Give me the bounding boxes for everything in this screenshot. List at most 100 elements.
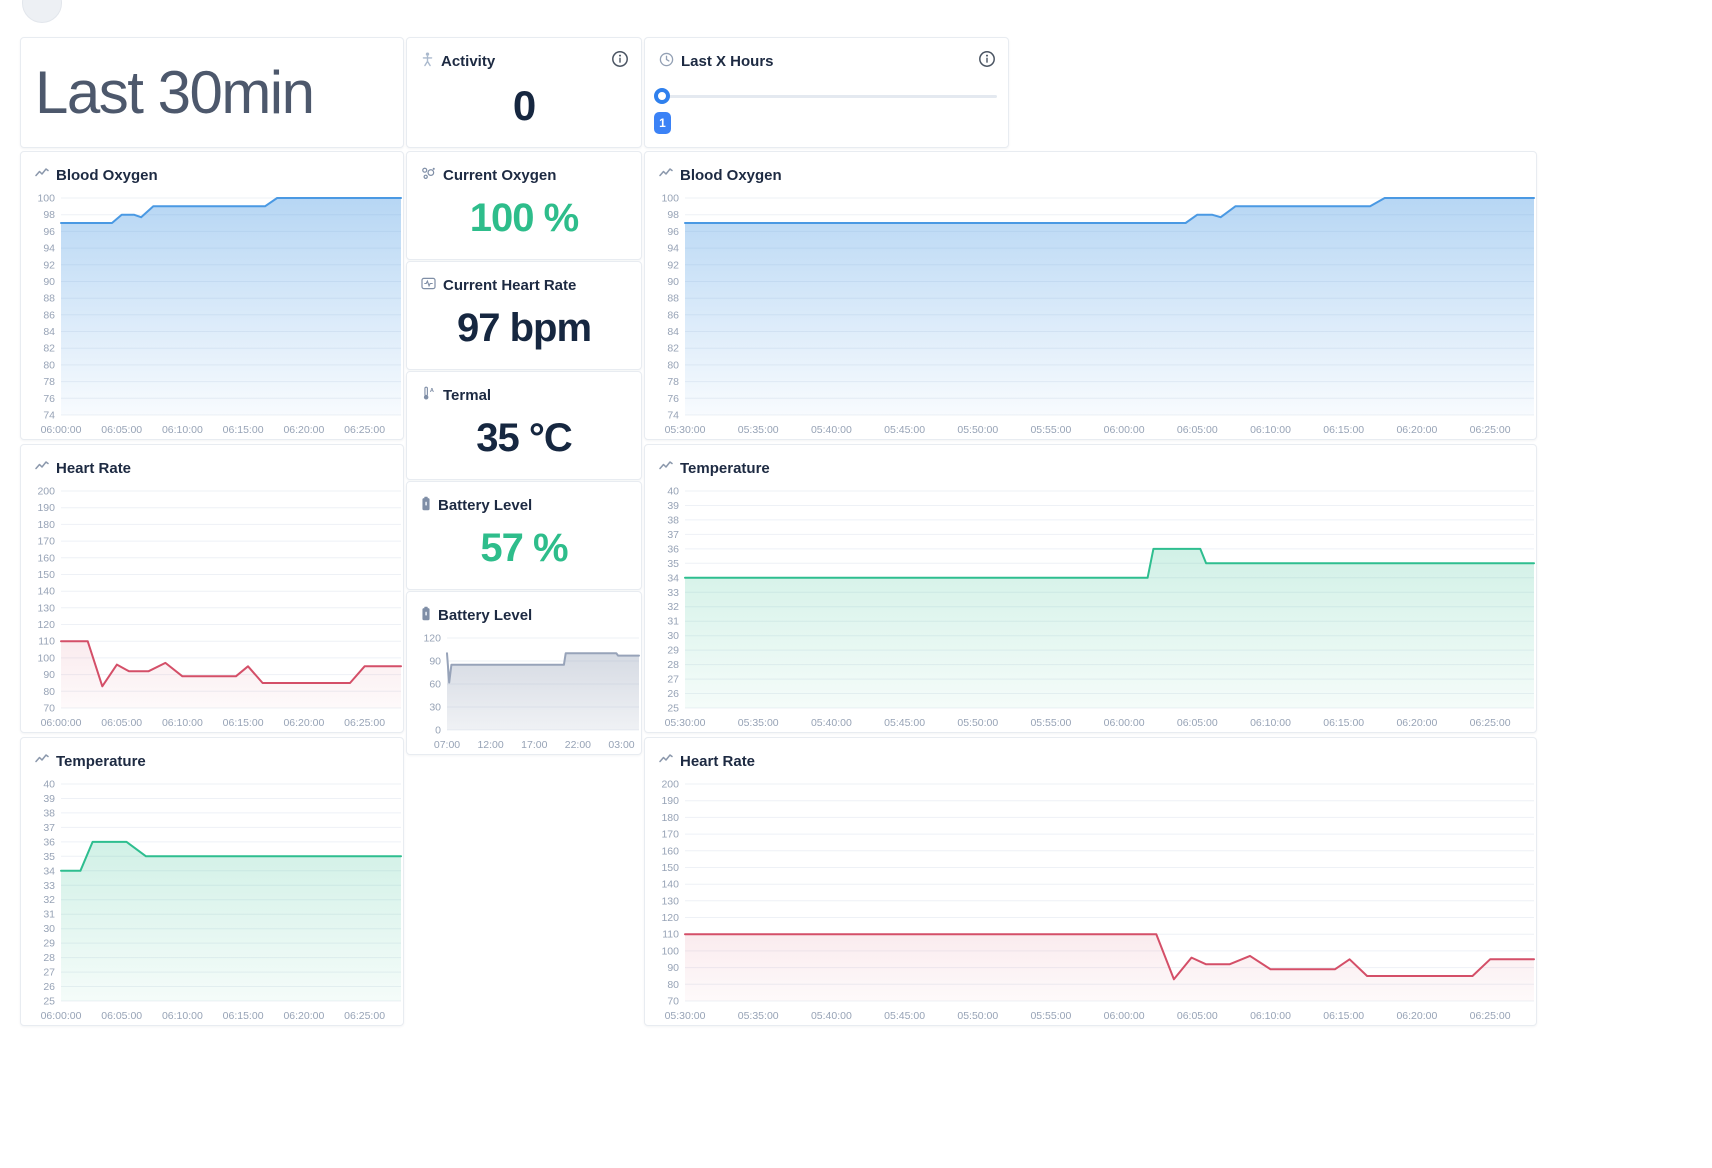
battery-level-value: 57 % [480, 526, 568, 570]
chart-title: Temperature [56, 752, 146, 770]
svg-text:06:05:00: 06:05:00 [1177, 424, 1218, 436]
svg-text:100: 100 [37, 652, 55, 664]
hours-slider-handle[interactable] [654, 88, 670, 104]
blood-oxygen-chart-30min-card: Blood Oxygen 100 98 96 94 92 90 88 86 84 82 80 78 76… [20, 151, 404, 440]
trend-line-icon [35, 752, 49, 770]
svg-text:190: 190 [661, 795, 679, 807]
chart-title: Temperature [680, 459, 770, 477]
svg-text:84: 84 [667, 326, 679, 338]
current-oxygen-value: 100 % [469, 196, 579, 240]
thermal-value: 35 °C [476, 416, 573, 460]
svg-text:150: 150 [37, 569, 55, 581]
chart-title: Heart Rate [56, 459, 132, 477]
hours-slider-track[interactable] [661, 95, 997, 98]
chart-title: Blood Oxygen [680, 166, 782, 184]
svg-text:06:00:00: 06:00:00 [1104, 1010, 1145, 1022]
heart-rate-chart-30min-card: Heart Rate 200 190 180 170 160 150 140 130 120 11… [20, 444, 404, 733]
stat-label: Battery Level [438, 496, 533, 514]
svg-text:170: 170 [37, 536, 55, 548]
heart-rate-chart-1h-card: Heart Rate 200 190 180 170 160 150 140 130 120 11… [644, 737, 1537, 1026]
svg-text:33: 33 [43, 880, 55, 892]
svg-text:120: 120 [37, 619, 55, 631]
oxygen-icon [421, 166, 436, 185]
svg-text:26: 26 [667, 688, 679, 700]
svg-text:60: 60 [429, 679, 441, 691]
battery-history-chart: 120 90 60 30 0 07:00 12:00 17:00 22:00 03:00 [407, 628, 641, 759]
svg-text:78: 78 [667, 376, 679, 388]
svg-text:98: 98 [667, 209, 679, 221]
svg-text:34: 34 [43, 865, 55, 877]
activity-value: 0 [512, 81, 536, 129]
svg-text:38: 38 [43, 807, 55, 819]
svg-text:06:05:00: 06:05:00 [1177, 1010, 1218, 1022]
svg-text:06:00:00: 06:00:00 [1104, 424, 1145, 436]
svg-text:05:55:00: 05:55:00 [1030, 717, 1071, 729]
svg-text:180: 180 [37, 519, 55, 531]
person-icon [421, 51, 434, 71]
blood-oxygen-chart-30min: 100 98 96 94 92 90 88 86 84 82 80 78 76 74 06:00:00 06:… [21, 188, 403, 444]
svg-text:06:15:00: 06:15:00 [1323, 424, 1364, 436]
svg-text:130: 130 [37, 602, 55, 614]
trend-line-icon [659, 459, 673, 477]
svg-text:06:25:00: 06:25:00 [344, 717, 385, 729]
svg-text:26: 26 [43, 981, 55, 993]
svg-text:92: 92 [667, 259, 679, 271]
svg-text:150: 150 [661, 862, 679, 874]
svg-text:06:20:00: 06:20:00 [1396, 717, 1437, 729]
svg-text:06:00:00: 06:00:00 [41, 717, 82, 729]
current-heart-rate-value: 97 bpm [456, 306, 592, 350]
svg-text:06:00:00: 06:00:00 [41, 1010, 82, 1022]
svg-text:05:50:00: 05:50:00 [957, 424, 998, 436]
svg-text:06:25:00: 06:25:00 [1470, 1010, 1511, 1022]
svg-text:03:00: 03:00 [608, 739, 634, 751]
svg-text:90: 90 [43, 669, 55, 681]
svg-text:06:20:00: 06:20:00 [283, 424, 324, 436]
heart-rate-chart-1h: 200 190 180 170 160 150 140 130 120 110 100 90 80 70 0… [645, 774, 1536, 1030]
blood-oxygen-chart-1h-card: Blood Oxygen 100 98 96 94 92 90 88 86 84 82 80 78 76… [644, 151, 1537, 440]
heart-rate-chart-30min: 200 190 180 170 160 150 140 130 120 110 100 90 80 70 0… [21, 481, 403, 737]
slider-card-header: Last X Hours [645, 38, 1008, 72]
info-icon[interactable] [611, 50, 629, 68]
svg-text:36: 36 [43, 836, 55, 848]
svg-text:06:25:00: 06:25:00 [344, 1010, 385, 1022]
svg-text:06:10:00: 06:10:00 [162, 424, 203, 436]
svg-text:29: 29 [43, 938, 55, 950]
svg-text:80: 80 [667, 979, 679, 991]
svg-text:90: 90 [667, 276, 679, 288]
svg-text:140: 140 [661, 879, 679, 891]
svg-text:31: 31 [43, 909, 55, 921]
svg-text:110: 110 [662, 929, 679, 941]
svg-text:06:10:00: 06:10:00 [1250, 717, 1291, 729]
last-x-hours-label: Last X Hours [681, 52, 774, 70]
current-oxygen-card: Current Oxygen 100 % [406, 151, 642, 260]
svg-text:88: 88 [43, 293, 55, 305]
svg-text:06:25:00: 06:25:00 [1470, 424, 1511, 436]
svg-text:06:20:00: 06:20:00 [1396, 1010, 1437, 1022]
svg-text:100: 100 [661, 945, 679, 957]
svg-text:05:50:00: 05:50:00 [957, 1010, 998, 1022]
svg-text:74: 74 [667, 410, 679, 422]
svg-text:40: 40 [667, 486, 679, 498]
stat-label: Termal [443, 386, 492, 404]
svg-text:110: 110 [38, 636, 55, 648]
svg-text:34: 34 [667, 572, 679, 584]
battery-level-card: Battery Level 57 % [406, 481, 642, 590]
svg-text:120: 120 [423, 633, 441, 645]
svg-text:35: 35 [667, 558, 679, 570]
info-icon[interactable] [978, 50, 996, 68]
svg-text:33: 33 [667, 587, 679, 599]
svg-text:30: 30 [429, 702, 441, 714]
svg-text:92: 92 [43, 259, 55, 271]
trend-line-icon [35, 166, 49, 184]
svg-text:80: 80 [43, 686, 55, 698]
last-x-hours-card: Last X Hours 1 [644, 37, 1009, 148]
svg-text:05:55:00: 05:55:00 [1030, 424, 1071, 436]
svg-text:130: 130 [661, 895, 679, 907]
trend-line-icon [35, 459, 49, 477]
temperature-chart-30min: 40 39 38 37 36 35 34 33 32 31 30 29 28 27 26 25 06:00:00… [21, 774, 403, 1030]
svg-text:94: 94 [667, 243, 679, 255]
svg-text:70: 70 [667, 996, 679, 1008]
avatar[interactable] [22, 0, 62, 23]
activity-label: Activity [441, 52, 496, 70]
svg-text:190: 190 [37, 502, 55, 514]
